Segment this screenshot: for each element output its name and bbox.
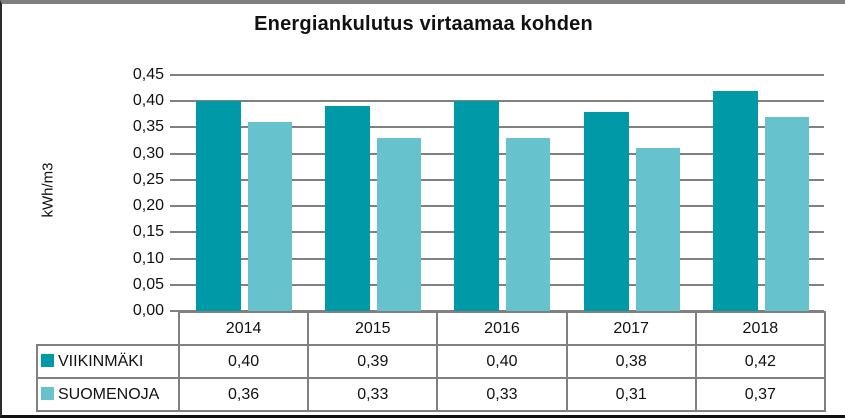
y-tick-label: 0,45 [132, 66, 164, 83]
bar-viikinmäki-2014 [196, 101, 241, 311]
gridline [170, 74, 824, 76]
bar-suomenoja-2017 [635, 148, 680, 311]
series-label-cell: VIIKINMÄKI [36, 344, 180, 379]
year-header-cell: 2015 [307, 311, 439, 346]
legend-swatch-icon [41, 386, 54, 400]
value-cell: 0,36 [177, 377, 310, 412]
series-name: VIIKINMÄKI [58, 352, 144, 370]
gridline [170, 310, 824, 312]
value-cell: 0,40 [436, 344, 568, 379]
chart-title: Energiankulutus virtaamaa kohden [254, 13, 593, 35]
y-tick-label: 0,40 [132, 92, 164, 110]
table-row: VIIKINMÄKI 0,40 0,39 0,40 0,38 0,42 [36, 344, 826, 379]
value-cell: 0,31 [565, 377, 697, 412]
y-tick-label: 0,00 [132, 302, 164, 319]
y-tick-label: 0,20 [132, 197, 164, 215]
bar-viikinmäki-2017 [583, 111, 629, 311]
legend-swatch-icon [41, 353, 54, 367]
value-cell: 0,33 [307, 377, 439, 412]
y-tick-label: 0,25 [132, 170, 164, 188]
bar-suomenoja-2018 [764, 116, 809, 311]
bar-viikinmäki-2015 [325, 106, 371, 311]
bar-viikinmäki-2018 [712, 90, 758, 311]
value-cell: 0,37 [694, 377, 826, 412]
table-row: SUOMENOJA 0,36 0,33 0,33 0,31 0,37 [36, 377, 826, 412]
year-header-cell: 2016 [436, 311, 568, 346]
bar-suomenoja-2014 [248, 122, 292, 311]
value-cell: 0,39 [307, 344, 439, 379]
gridline [170, 100, 824, 103]
table-header-row: 2014 2015 2016 2017 2018 [37, 311, 826, 346]
series-label-cell: SUOMENOJA [36, 377, 180, 412]
y-tick-label: 0,10 [132, 249, 164, 267]
y-tick-label: 0,15 [132, 223, 164, 241]
year-header-cell: 2018 [694, 311, 826, 346]
plot-area [170, 74, 824, 312]
bar-viikinmäki-2016 [454, 101, 500, 311]
bar-suomenoja-2015 [377, 137, 422, 311]
y-tick-label: 0,35 [132, 118, 164, 136]
table-blank-cell [37, 312, 179, 345]
bar-suomenoja-2016 [506, 137, 551, 311]
data-table: 2014 2015 2016 2017 2018 VIIKINMÄKI 0,40 0,39 0,… [36, 311, 826, 412]
year-header-cell: 2017 [565, 311, 697, 346]
series-name: SUOMENOJA [58, 385, 160, 403]
value-cell: 0,38 [565, 344, 697, 379]
value-cell: 0,33 [436, 377, 568, 412]
value-cell: 0,40 [177, 344, 310, 379]
y-tick-label: 0,30 [132, 144, 164, 162]
value-cell: 0,42 [694, 344, 826, 379]
year-header-cell: 2014 [177, 311, 310, 346]
y-tick-label: 0,05 [132, 275, 164, 293]
y-axis-label: kWh/m3 [39, 162, 57, 218]
